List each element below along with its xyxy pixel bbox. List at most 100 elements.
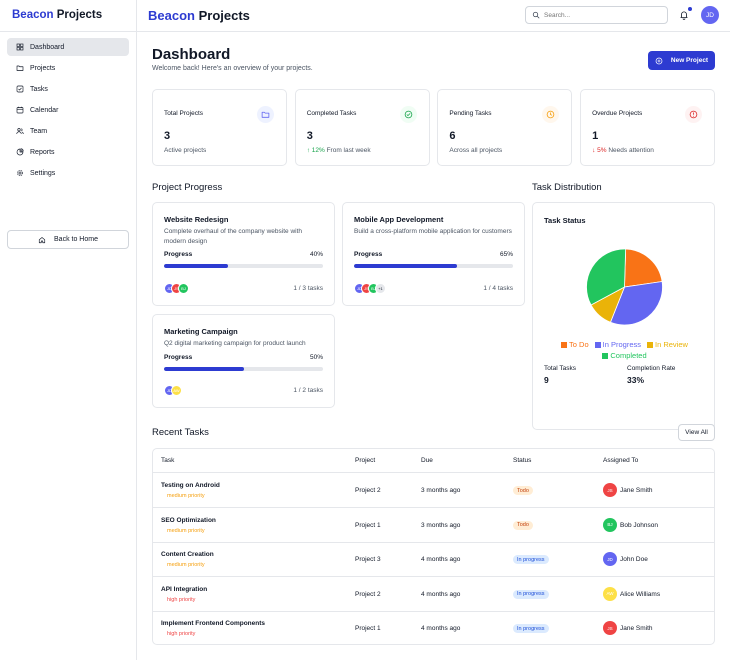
brand-name-accent: Beacon	[148, 8, 195, 23]
assignee-name: Jane Smith	[620, 625, 653, 633]
sidebar: Dashboard Projects Tasks Calendar Team Report…	[0, 32, 137, 660]
task-due: 3 months ago	[421, 521, 461, 529]
sidebar-item-projects[interactable]: Projects	[7, 59, 129, 77]
project-progress-heading: Project Progress	[152, 182, 223, 193]
task-priority: medium priority	[167, 493, 205, 499]
sidebar-item-dashboard[interactable]: Dashboard	[7, 38, 129, 56]
stat-card-pending-tasks: Pending Tasks 6 Across all projects	[437, 89, 573, 166]
header-logo[interactable]: Beacon Projects	[148, 8, 250, 23]
table-row[interactable]: Content Creation medium priority Project 3…	[153, 542, 714, 578]
sidebar-item-team[interactable]: Team	[7, 122, 129, 140]
task-count: 1 / 3 tasks	[293, 285, 323, 292]
pie-slice-to-do	[624, 248, 663, 288]
task-project: Project 2	[355, 590, 381, 598]
project-description: Build a cross-platform mobile applicatio…	[354, 228, 512, 235]
task-name: SEO Optimization	[161, 516, 216, 524]
legend-label: To Do	[569, 340, 589, 349]
status-badge: In progress	[513, 555, 549, 565]
project-card-marketing-campaign[interactable]: Marketing Campaign Q2 digital marketing c…	[152, 314, 335, 408]
task-distribution-card: Task Status To Do In Progress In Review Com…	[532, 202, 715, 430]
task-project: Project 3	[355, 556, 381, 564]
avatar: JD	[603, 552, 617, 567]
top-bar: Beacon Projects Beacon Projects JD	[0, 0, 730, 32]
table-row[interactable]: SEO Optimization medium priority Project 1…	[153, 508, 714, 543]
legend-item: In Review	[647, 340, 688, 349]
stat-icon-badge	[685, 106, 703, 123]
task-project: Project 1	[355, 521, 381, 529]
stat-icon-badge	[542, 106, 560, 123]
progress-value: 50%	[309, 354, 323, 361]
assignee-name: Bob Johnson	[620, 521, 658, 529]
assignee-name: John Doe	[620, 556, 648, 564]
task-name: Content Creation	[161, 551, 214, 559]
sidebar-logo[interactable]: Beacon Projects	[12, 9, 102, 21]
stat-icon-badge	[399, 106, 417, 123]
project-card-website-redesign[interactable]: Website Redesign Complete overhaul of the…	[152, 202, 335, 306]
sidebar-item-reports[interactable]: Reports	[7, 143, 129, 161]
users-icon	[16, 127, 24, 135]
brand-name: Projects	[198, 8, 250, 23]
pie-chart-icon	[16, 148, 24, 156]
bell-icon[interactable]	[679, 10, 689, 20]
avatar: JS	[603, 621, 617, 636]
progress-bar	[164, 264, 323, 268]
table-row[interactable]: Testing on Android medium priority Project…	[153, 473, 714, 508]
status-badge: Todo	[513, 520, 533, 530]
legend-row: To Do In Progress In Review	[533, 339, 716, 350]
stat-label: Completed Tasks	[306, 110, 357, 117]
progress-bar	[354, 264, 513, 268]
back-to-home-button[interactable]: Back to Home	[7, 230, 129, 249]
status-badge: In progress	[513, 624, 549, 634]
project-name: Marketing Campaign	[164, 327, 238, 336]
divider	[136, 0, 137, 32]
task-project: Project 1	[355, 625, 381, 633]
project-card-mobile-app-development[interactable]: Mobile App Development Build a cross-plat…	[342, 202, 525, 306]
legend-label: In Review	[655, 340, 688, 349]
stat-icon-badge	[257, 106, 274, 123]
stat-card-completed-tasks: Completed Tasks 3 ↑ 12% From last week	[294, 89, 430, 166]
progress-label: Progress	[354, 251, 383, 258]
sidebar-item-label: Settings	[30, 169, 56, 177]
search-input[interactable]	[544, 11, 664, 19]
stat-subtext: Active projects	[164, 147, 206, 154]
legend-row: Completed	[533, 350, 716, 361]
stat-value: 1	[592, 130, 599, 142]
task-distribution-heading: Task Distribution	[532, 182, 602, 193]
stat-label: Overdue Projects	[592, 110, 643, 117]
recent-tasks-heading: Recent Tasks	[152, 427, 209, 438]
search-box[interactable]	[525, 6, 668, 24]
progress-value: 65%	[499, 251, 513, 258]
table-row[interactable]: Implement Frontend Components high priori…	[153, 611, 714, 644]
back-to-home-label: Back to Home	[54, 236, 98, 243]
task-status-title: Task Status	[544, 216, 586, 225]
task-project: Project 2	[355, 487, 381, 494]
stat-label: Pending Tasks	[449, 110, 492, 117]
column-header-task: Task	[161, 457, 175, 464]
plus-circle-icon	[655, 57, 663, 64]
stat-label: Total Projects	[164, 110, 204, 117]
task-priority: medium priority	[167, 562, 205, 569]
stat-subtext-label: From last week	[326, 147, 371, 154]
stat-card-total-projects: Total Projects 3 Active projects	[152, 89, 287, 166]
page-subtitle: Welcome back! Here's an overview of your…	[152, 65, 313, 72]
legend-swatch	[594, 341, 601, 348]
task-name: Implement Frontend Components	[161, 620, 265, 628]
calendar-icon	[16, 106, 24, 114]
user-avatar[interactable]: JD	[701, 6, 719, 24]
task-due: 4 months ago	[421, 556, 461, 564]
column-header-due: Due	[421, 457, 433, 464]
check-circle-icon	[404, 110, 412, 119]
home-icon	[38, 236, 46, 243]
new-project-button[interactable]: New Project	[648, 51, 715, 70]
brand-name: Projects	[56, 9, 103, 21]
stat-subtext-label: Active projects	[164, 147, 207, 154]
view-all-button[interactable]: View All	[678, 424, 715, 441]
completion-rate-label: Completion Rate	[627, 365, 676, 372]
sidebar-item-calendar[interactable]: Calendar	[7, 101, 129, 119]
column-header-assigned-to: Assigned To	[603, 457, 639, 464]
more-members-badge: +1	[375, 283, 386, 294]
table-row[interactable]: API Integration high priority Project 2 4 m…	[153, 577, 714, 612]
member-avatar: BJ	[178, 283, 189, 294]
sidebar-item-settings[interactable]: Settings	[7, 164, 129, 182]
sidebar-item-tasks[interactable]: Tasks	[7, 80, 129, 98]
